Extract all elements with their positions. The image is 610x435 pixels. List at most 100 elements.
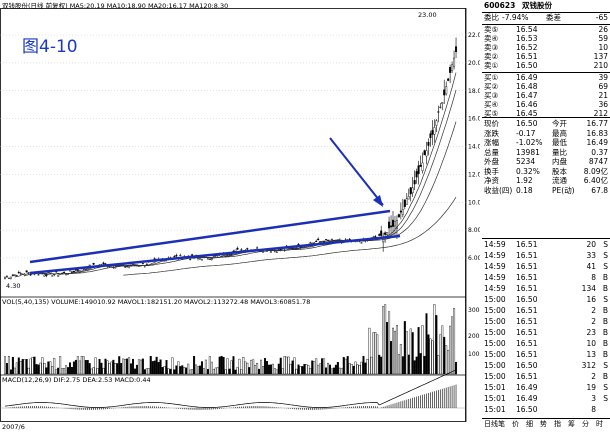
stat-label: 外盘 xyxy=(484,157,499,166)
tick-direction: S xyxy=(603,383,608,392)
tick-row: 15:00 16.51 2 B xyxy=(482,307,610,316)
channel-lower-line xyxy=(29,234,401,275)
tick-direction: B xyxy=(602,284,608,293)
bottom-tab[interactable]: 分 xyxy=(582,420,589,428)
sell-level-row: 卖② 16.51 137 xyxy=(482,53,610,62)
y-tick-label: 6.00 xyxy=(468,255,480,262)
chart-title-line: 双钱股份(日线 前复权) MA5:20.19 MA10:18.90 MA20:1… xyxy=(2,2,229,10)
tick-price: 16.51 xyxy=(516,306,538,315)
tick-price: 16.51 xyxy=(516,240,538,249)
y-tick-label: 10.00 xyxy=(468,199,480,206)
tick-time: 15:00 xyxy=(484,372,506,381)
tick-row: 14:59 16.51 134 B xyxy=(482,285,610,294)
stock-code: 600623 xyxy=(484,1,516,10)
tick-price: 16.49 xyxy=(516,394,538,403)
tick-direction: S xyxy=(603,251,608,260)
quote-header: 600623 双钱股份 xyxy=(482,2,610,11)
sell-volume: 26 xyxy=(598,25,608,34)
candles xyxy=(3,37,458,280)
stat-row: 现价 16.50 今开 16.77 xyxy=(482,120,610,129)
tick-time: 15:01 xyxy=(484,405,506,414)
y-tick-label: 8.00 xyxy=(468,227,480,234)
stat-row: 收益(四) 0.18 PE(动) 67.8 xyxy=(482,186,610,196)
stat-value: -0.17 xyxy=(516,128,536,138)
buy-volume: 36 xyxy=(598,100,608,109)
buy-level-row: 买④ 16.46 36 xyxy=(482,101,610,110)
tick-row: 15:00 16.50 312 S xyxy=(482,362,610,371)
sell-level-label: 卖① xyxy=(484,61,499,70)
buy-volume: 69 xyxy=(598,82,608,91)
buy-volume: 21 xyxy=(598,91,608,100)
y-tick-label: 20.00 xyxy=(468,60,480,67)
buy-price: 16.46 xyxy=(516,100,538,109)
order-ratio-row: 委比 -7.94% 委差 -65 xyxy=(482,14,610,23)
tick-direction: S xyxy=(603,394,608,403)
tick-direction: B xyxy=(602,306,608,315)
sell-volume: 137 xyxy=(593,52,608,61)
tick-volume: 20 xyxy=(586,240,596,249)
annotation-arrow-head xyxy=(373,195,383,207)
tick-direction: B xyxy=(602,317,608,326)
channel-upper-line xyxy=(29,209,391,264)
sell-volume: 59 xyxy=(598,34,608,43)
sell-level-row: 卖④ 16.53 59 xyxy=(482,35,610,44)
stat-label: 今开 xyxy=(552,119,567,128)
sell-level-label: 卖④ xyxy=(484,34,499,43)
stock-name: 双钱股份 xyxy=(522,1,552,10)
bottom-tab[interactable]: 筹 xyxy=(568,420,575,428)
sell-price: 16.51 xyxy=(516,52,538,61)
tick-volume: 8 xyxy=(591,273,596,282)
y-axis-labels: 22.00 20.00 18.00 16.00 14.00 12.00 10.00 8.00 6… xyxy=(468,32,487,358)
tick-time: 14:59 xyxy=(484,284,506,293)
bottom-tab[interactable]: 价 xyxy=(512,420,519,428)
tick-price: 16.50 xyxy=(516,295,538,304)
buy-level-row: 买② 16.48 69 xyxy=(482,83,610,92)
tick-time: 14:59 xyxy=(484,273,506,282)
tick-price: 16.51 xyxy=(516,317,538,326)
sell-price: 16.52 xyxy=(516,43,538,52)
bottom-tab[interactable]: 笔 xyxy=(498,420,505,428)
tick-row: 14:59 16.51 8 B xyxy=(482,274,610,283)
tick-volume: 8 xyxy=(591,405,596,414)
tick-row: 15:00 16.51 10 B xyxy=(482,340,610,349)
kline-chart-area[interactable]: 22.00 20.00 18.00 16.00 14.00 12.00 10.00 8.00 6… xyxy=(0,0,487,431)
tick-price: 16.50 xyxy=(516,405,538,414)
stat-label: 内盘 xyxy=(552,157,567,166)
bottom-tab[interactable]: 日线 xyxy=(484,420,498,428)
tick-volume: 10 xyxy=(586,339,596,348)
sell-price: 16.53 xyxy=(516,34,538,43)
tick-row: 15:00 16.51 2 B xyxy=(482,318,610,327)
bottom-tab[interactable]: 时 xyxy=(596,420,603,428)
bottom-tabs[interactable]: 日线笔价细势指筹分时 xyxy=(482,421,610,431)
tick-price: 16.50 xyxy=(516,361,538,370)
y-tick-label: 18.00 xyxy=(468,88,480,95)
x-start-label: 2007/6 xyxy=(2,423,25,431)
stat-value: 8747 xyxy=(588,157,608,166)
vol-tick-label: 20000 xyxy=(468,333,480,340)
buy-level-row: 买⑤ 16.45 212 xyxy=(482,110,610,119)
tick-volume: 19 xyxy=(586,383,596,392)
buy-volume: 212 xyxy=(593,109,608,118)
stat-label: 现价 xyxy=(484,119,499,128)
bottom-tab[interactable]: 指 xyxy=(554,420,561,428)
kline-chart[interactable]: 22.00 20.00 18.00 16.00 14.00 12.00 10.00 8.00 6… xyxy=(0,0,487,431)
figure-label: 图4-10 xyxy=(22,37,78,57)
macd-panel xyxy=(0,369,466,410)
stat-value: 5234 xyxy=(516,157,536,166)
tick-volume: 134 xyxy=(581,284,596,293)
stat-value: 0.32% xyxy=(516,166,540,176)
stat-value: -1.02% xyxy=(516,138,543,147)
tick-direction: S xyxy=(603,361,608,370)
sell-level-label: 卖③ xyxy=(484,43,499,52)
tick-price: 16.51 xyxy=(516,372,538,381)
tick-volume: 2 xyxy=(591,317,596,326)
diff-value: -65 xyxy=(595,13,608,22)
bottom-tab[interactable]: 细 xyxy=(526,420,533,428)
bottom-tab[interactable]: 势 xyxy=(540,420,547,428)
sell-level-label: 卖⑤ xyxy=(484,25,499,34)
tick-price: 16.51 xyxy=(516,339,538,348)
ratio-value: -7.94% xyxy=(502,13,529,22)
tick-row: 14:59 16.51 20 S xyxy=(482,241,610,250)
tick-row: 15:00 16.51 2 B xyxy=(482,373,610,382)
stat-value: 13981 xyxy=(516,147,540,157)
